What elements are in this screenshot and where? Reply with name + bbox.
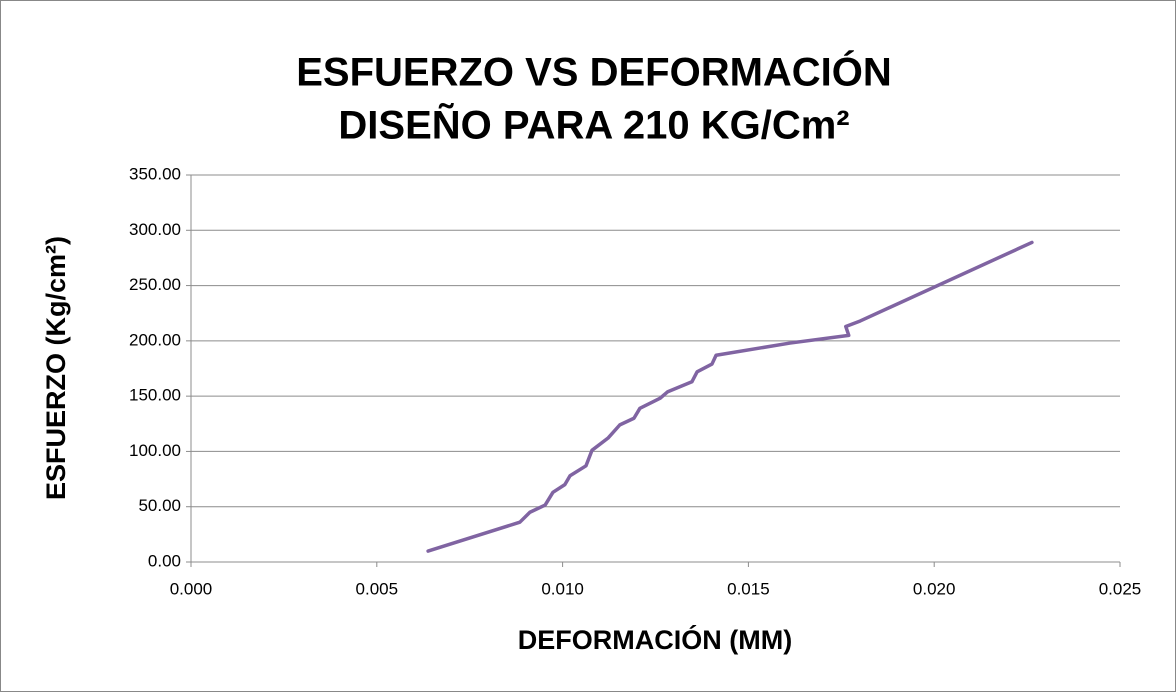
x-tick-label: 0.010: [541, 579, 584, 598]
y-tick-label: 300.00: [129, 220, 181, 239]
chart-subtitle: DISEÑO PARA 210 KG/Cm²: [338, 102, 849, 148]
x-tick-label: 0.000: [170, 579, 213, 598]
x-tick-label: 0.005: [356, 579, 399, 598]
y-axis-title: ESFUERZO (Kg/cm²): [41, 236, 71, 500]
y-tick-label: 250.00: [129, 275, 181, 294]
y-tick-label: 150.00: [129, 386, 181, 405]
x-tick-label: 0.020: [913, 579, 956, 598]
chart-title: ESFUERZO VS DEFORMACIÓN: [296, 49, 892, 95]
x-tick-label: 0.025: [1099, 579, 1142, 598]
y-tick-label: 200.00: [129, 330, 181, 349]
y-tick-label: 0.00: [148, 551, 181, 570]
y-tick-label: 50.00: [138, 496, 181, 515]
y-tick-label: 100.00: [129, 441, 181, 460]
x-tick-label: 0.015: [727, 579, 770, 598]
data-line: [426, 240, 1034, 553]
y-tick-label: 350.00: [129, 164, 181, 183]
x-axis-title: DEFORMACIÓN (MM): [518, 624, 792, 655]
